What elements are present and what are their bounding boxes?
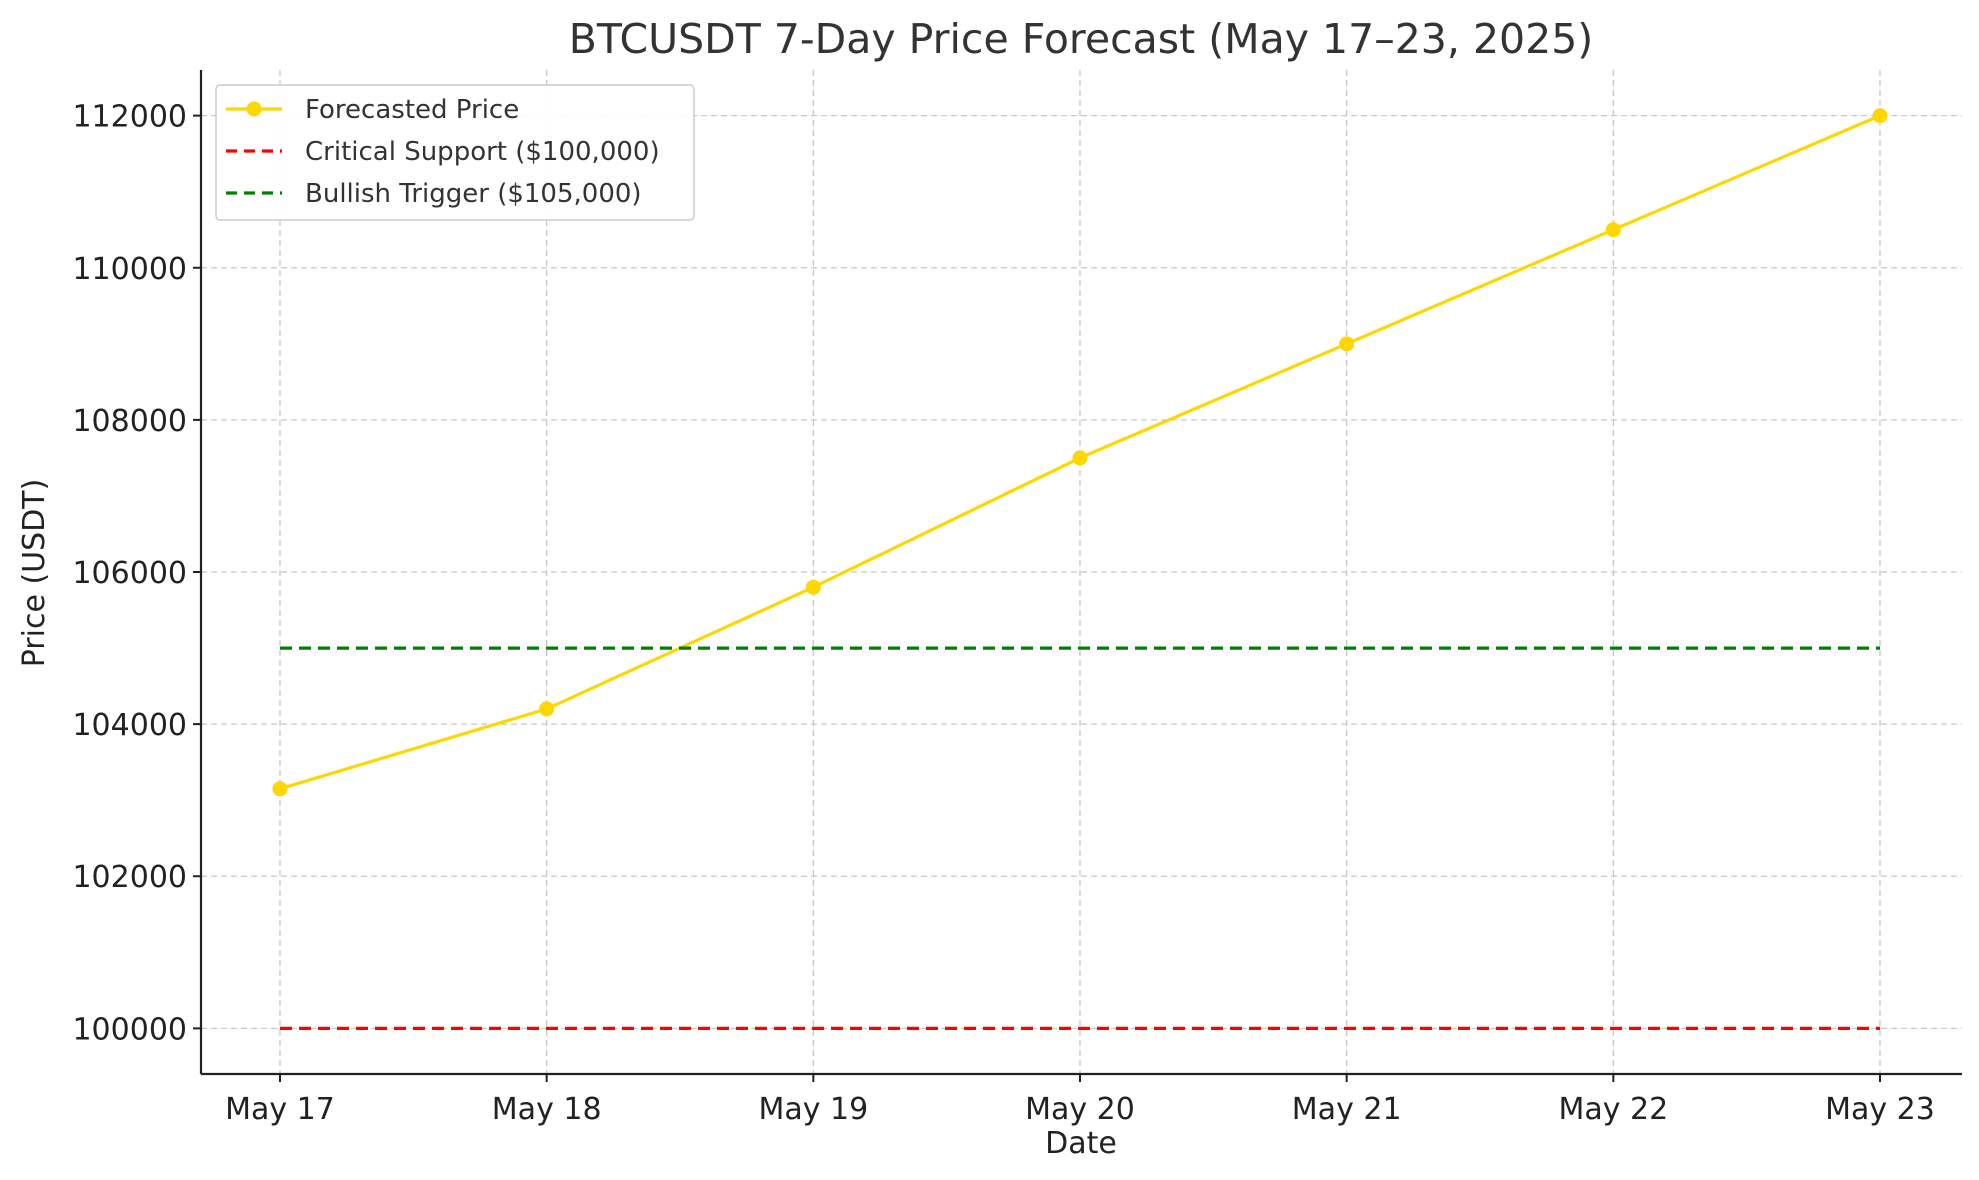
series-point — [805, 579, 821, 595]
x-tick-label: May 23 — [1825, 1092, 1935, 1127]
series-layer — [272, 108, 1888, 1031]
series-point — [539, 701, 555, 717]
y-tick-label: 102000 — [72, 860, 187, 895]
legend-label: Critical Support ($100,000) — [305, 137, 660, 167]
x-tick-label: May 18 — [492, 1092, 602, 1127]
x-axis-label: Date — [1045, 1126, 1117, 1161]
y-tick-label: 110000 — [72, 252, 187, 287]
series-point — [1072, 450, 1088, 466]
chart-title: BTCUSDT 7-Day Price Forecast (May 17–23,… — [569, 15, 1594, 63]
series-point — [272, 781, 288, 797]
axes — [193, 70, 1962, 1082]
series-point — [1339, 336, 1355, 352]
x-tick-label: May 17 — [225, 1092, 335, 1127]
legend-label: Forecasted Price — [305, 95, 519, 125]
x-tick-label: May 20 — [1025, 1092, 1135, 1127]
y-axis-label: Price (USDT) — [17, 479, 52, 668]
y-tick-label: 112000 — [72, 100, 187, 135]
series-point — [1605, 222, 1621, 238]
x-tick-label: May 22 — [1558, 1092, 1668, 1127]
y-tick-label: 100000 — [72, 1012, 187, 1047]
tick-labels: May 17 May 18 May 19 May 20 May 21 May 22 May … — [72, 100, 1934, 1127]
legend-marker — [246, 101, 262, 117]
x-tick-label: May 19 — [758, 1092, 868, 1127]
series-point — [1872, 108, 1888, 124]
x-tick-label: May 21 — [1292, 1092, 1402, 1127]
legend: Forecasted Price Critical Support ($100,0… — [215, 84, 695, 221]
y-tick-label: 106000 — [72, 556, 187, 591]
y-tick-label: 108000 — [72, 404, 187, 439]
legend-label: Bullish Trigger ($105,000) — [305, 179, 642, 209]
y-tick-label: 104000 — [72, 708, 187, 743]
legend-box — [215, 84, 695, 221]
